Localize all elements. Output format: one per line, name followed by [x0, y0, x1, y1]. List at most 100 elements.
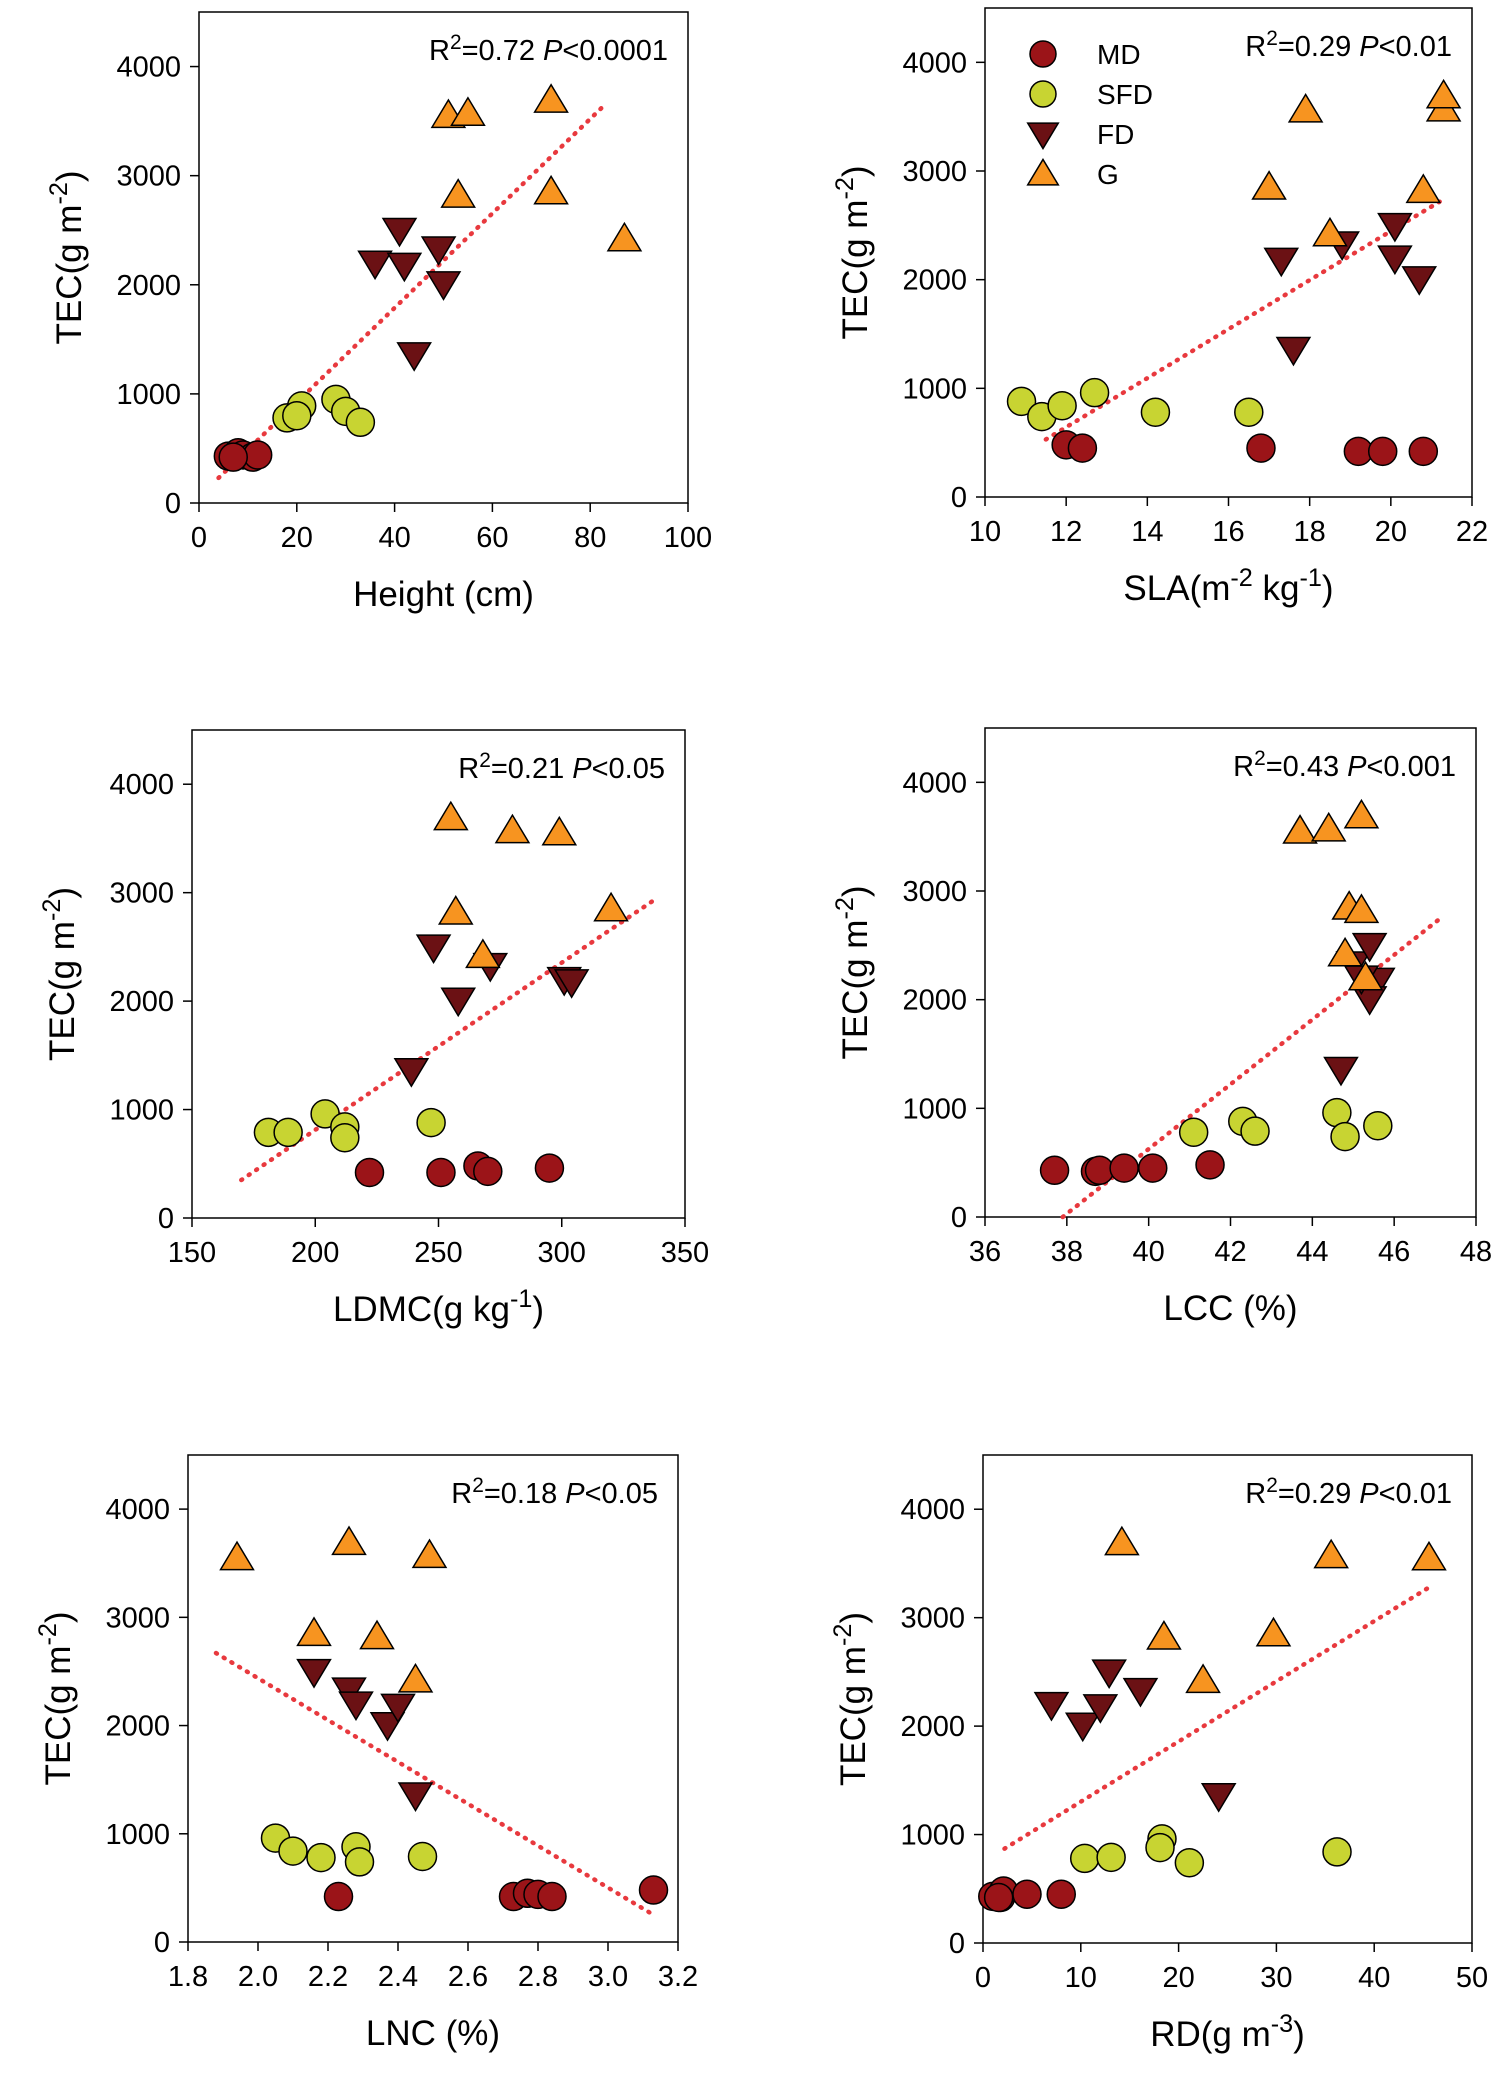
- point-md: [218, 442, 248, 472]
- point-md: [1039, 1155, 1070, 1186]
- point-g: [606, 221, 643, 252]
- legend-label-g: G: [1097, 159, 1119, 190]
- point-sfd: [1069, 1843, 1100, 1874]
- y-tick-label: 0: [949, 1928, 965, 1960]
- point-g: [411, 1538, 448, 1569]
- y-tick-label: 2000: [109, 986, 174, 1018]
- point-fd: [338, 1691, 374, 1722]
- x-tick-label: 50: [1456, 1962, 1488, 1994]
- x-tick-label: 12: [1050, 516, 1082, 548]
- x-tick-label: 3.0: [588, 1961, 628, 1993]
- y-tick-label: 4000: [902, 47, 967, 79]
- point-sfd: [345, 407, 376, 438]
- x-tick-label: 0: [191, 522, 207, 554]
- x-tick-label: 10: [969, 516, 1001, 548]
- point-md: [534, 1153, 565, 1183]
- y-tick-label: 1000: [105, 1819, 170, 1851]
- x-tick-label: 20: [1162, 1962, 1194, 1994]
- x-tick-label: 2.0: [238, 1961, 278, 1993]
- point-fd: [1082, 1694, 1119, 1724]
- y-tick-label: 4000: [902, 767, 967, 799]
- y-axis-label: TEC(g m-2): [45, 170, 89, 344]
- point-fd: [415, 934, 452, 965]
- point-sfd: [273, 1117, 303, 1148]
- point-fd: [1275, 336, 1312, 367]
- trend-line: [239, 896, 658, 1183]
- point-md: [1012, 1879, 1042, 1909]
- y-tick-label: 0: [951, 1202, 967, 1234]
- panel-lcc: 36 38 40 42 44 46 48 0 1000 2000 3000 4000 LCC (%) TE…: [831, 727, 1492, 1328]
- y-tick-label: 1000: [900, 1820, 965, 1852]
- x-tick-label: 30: [1260, 1962, 1292, 1994]
- x-tick-label: 40: [1133, 1236, 1165, 1268]
- x-tick-label: 1.8: [168, 1961, 208, 1993]
- point-sfd: [330, 1123, 360, 1153]
- x-tick-label: 20: [281, 522, 313, 554]
- legend: MD SFD FD G: [1026, 39, 1153, 190]
- x-tick-label: 3.2: [658, 1961, 698, 1993]
- point-g: [1347, 960, 1384, 991]
- panel-sla: 10 12 14 16 18 20 22 0 1000 2000 3000 4000 SLA(m-2 k…: [831, 7, 1488, 608]
- point-fd: [396, 342, 432, 372]
- point-g: [450, 96, 486, 126]
- point-g: [533, 174, 569, 205]
- point-g: [296, 1616, 332, 1647]
- point-g: [359, 1619, 395, 1650]
- point-sfd: [1174, 1848, 1205, 1878]
- panel-ldmc: 150 200 250 300 350 0 1000 2000 3000 4000 LDMC(g k…: [38, 729, 709, 1329]
- point-g: [1146, 1620, 1182, 1650]
- x-tick-label: 22: [1456, 516, 1488, 548]
- point-g: [1312, 216, 1348, 247]
- point-md: [242, 440, 273, 470]
- point-fd: [381, 217, 418, 248]
- point-sfd: [1330, 1121, 1360, 1152]
- y-tick-label: 1000: [902, 1093, 967, 1125]
- plot-frame: [198, 11, 689, 504]
- point-sfd: [1145, 1832, 1175, 1863]
- point-g: [1343, 798, 1380, 829]
- y-axis-label: TEC(g m-2): [831, 165, 875, 339]
- point-g: [1185, 1663, 1221, 1694]
- point-fd: [1377, 245, 1413, 276]
- point-g: [1282, 814, 1318, 844]
- point-sfd: [1140, 397, 1171, 427]
- point-fd: [1377, 212, 1413, 243]
- point-sfd: [1322, 1837, 1352, 1867]
- x-tick-label: 40: [378, 522, 410, 554]
- point-g: [1255, 1616, 1292, 1647]
- y-tick-label: 2000: [105, 1711, 170, 1743]
- stat-annotation: R2=0.29 P<0.01: [1245, 27, 1452, 64]
- point-g: [1425, 78, 1462, 109]
- x-tick-label: 100: [664, 522, 712, 554]
- point-sfd: [1096, 1842, 1126, 1873]
- point-sfd: [306, 1842, 336, 1873]
- point-fd: [1200, 1783, 1237, 1813]
- y-tick-label: 2000: [900, 1711, 965, 1743]
- x-tick-label: 250: [414, 1237, 462, 1269]
- y-axis-label: TEC(g m-2): [831, 885, 875, 1059]
- point-g: [1405, 173, 1442, 204]
- y-tick-label: 4000: [116, 52, 181, 84]
- x-tick-label: 300: [538, 1237, 586, 1269]
- point-g: [541, 815, 578, 846]
- point-sfd: [344, 1847, 375, 1877]
- plot-frame: [984, 727, 1477, 1218]
- point-fd: [397, 1782, 434, 1812]
- point-sfd: [278, 1836, 308, 1866]
- x-tick-label: 200: [291, 1237, 339, 1269]
- point-g: [494, 813, 531, 844]
- plot-frame: [187, 1454, 679, 1943]
- x-tick-label: 60: [476, 522, 508, 554]
- panel-lnc: 1.8 2.0 2.2 2.4 2.6 2.8 3.0 3.2 0 1000 2000 3000 400…: [34, 1454, 698, 2053]
- point-fd: [1064, 1712, 1101, 1743]
- point-sfd: [1363, 1110, 1393, 1141]
- stat-annotation: R2=0.18 P<0.05: [451, 1474, 658, 1511]
- point-md: [1046, 1879, 1076, 1909]
- x-tick-label: 150: [168, 1237, 216, 1269]
- point-md: [983, 1882, 1014, 1913]
- point-fd: [369, 1711, 406, 1742]
- point-fd: [1351, 986, 1388, 1016]
- point-sfd: [1006, 386, 1037, 417]
- y-tick-label: 3000: [109, 878, 174, 910]
